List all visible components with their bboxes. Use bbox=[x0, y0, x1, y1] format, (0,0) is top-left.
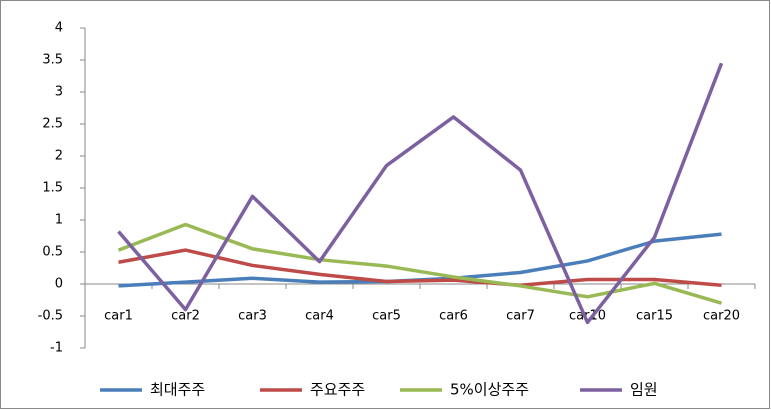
x-tick-label: car6 bbox=[439, 309, 468, 324]
y-tick-label: 1 bbox=[55, 213, 63, 228]
y-tick-label: 3 bbox=[55, 85, 63, 100]
y-tick-label: 1.5 bbox=[42, 181, 63, 196]
x-tick-label: car4 bbox=[305, 309, 334, 324]
x-tick-label: car20 bbox=[703, 309, 740, 324]
y-tick-label: -1 bbox=[50, 341, 63, 356]
legend-label: 5%이상주주 bbox=[450, 381, 529, 399]
series-line bbox=[117, 222, 722, 305]
x-tick-label: car3 bbox=[238, 309, 267, 324]
y-tick-label: 2 bbox=[55, 149, 63, 164]
legend-label: 최대주주 bbox=[150, 381, 205, 399]
y-tick-label: 3.5 bbox=[42, 53, 63, 68]
y-tick-label: -0.5 bbox=[38, 309, 63, 324]
y-tick-label: 2.5 bbox=[42, 117, 63, 132]
x-tick-label: car5 bbox=[372, 309, 401, 324]
x-tick-label: car2 bbox=[171, 309, 200, 324]
y-tick-label: 0 bbox=[55, 277, 63, 292]
x-tick-label: car7 bbox=[506, 309, 535, 324]
x-tick-label: car15 bbox=[636, 309, 673, 324]
x-tick-label: car1 bbox=[104, 309, 133, 324]
legend-label: 주요주주 bbox=[310, 381, 365, 399]
y-tick-label: 4 bbox=[55, 21, 63, 36]
series-line bbox=[117, 62, 724, 325]
y-tick-label: 0.5 bbox=[42, 245, 63, 260]
legend-label: 임원 bbox=[630, 381, 658, 399]
